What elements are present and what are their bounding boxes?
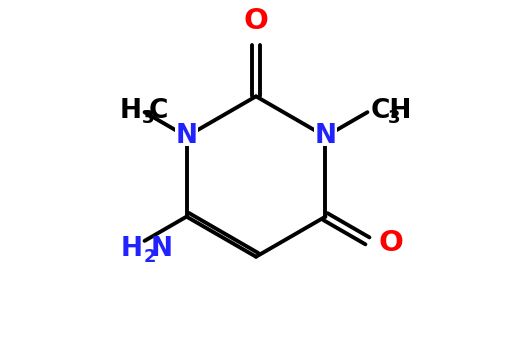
Text: 3: 3 [388, 109, 400, 127]
Text: H: H [119, 98, 141, 124]
Text: N: N [151, 236, 173, 262]
Text: 2: 2 [144, 248, 157, 266]
FancyBboxPatch shape [175, 126, 198, 147]
FancyBboxPatch shape [314, 126, 337, 147]
Text: 3: 3 [142, 109, 155, 127]
Text: O: O [378, 228, 403, 257]
Text: CH: CH [371, 98, 412, 124]
Text: H: H [121, 236, 143, 262]
Text: O: O [244, 7, 268, 34]
Text: N: N [176, 124, 198, 149]
Text: N: N [314, 124, 336, 149]
Text: C: C [149, 98, 168, 124]
